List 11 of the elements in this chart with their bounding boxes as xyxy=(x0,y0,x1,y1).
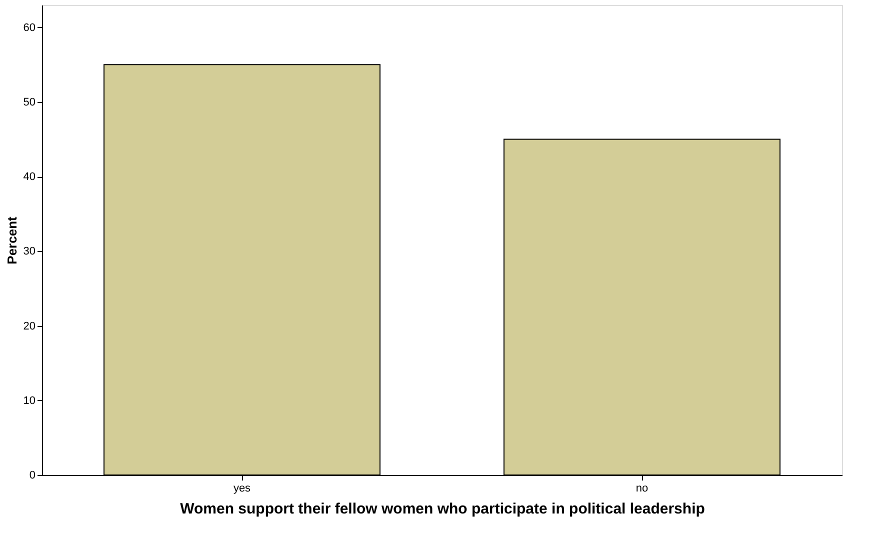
y-tick-label: 20 xyxy=(23,320,36,332)
y-tick-label: 30 xyxy=(23,246,36,258)
y-axis-title: Percent xyxy=(4,216,20,264)
x-tick-label: yes xyxy=(233,482,252,494)
y-tick-label: 40 xyxy=(23,171,36,184)
y-tick-label: 50 xyxy=(23,96,36,108)
x-axis-title: Women support their fellow women who participate in political leadership xyxy=(180,500,705,518)
y-tick-label: 10 xyxy=(23,394,36,407)
y-tick-label: 0 xyxy=(29,470,36,482)
x-tick-label: no xyxy=(636,482,648,494)
y-tick-label: 60 xyxy=(23,22,36,34)
